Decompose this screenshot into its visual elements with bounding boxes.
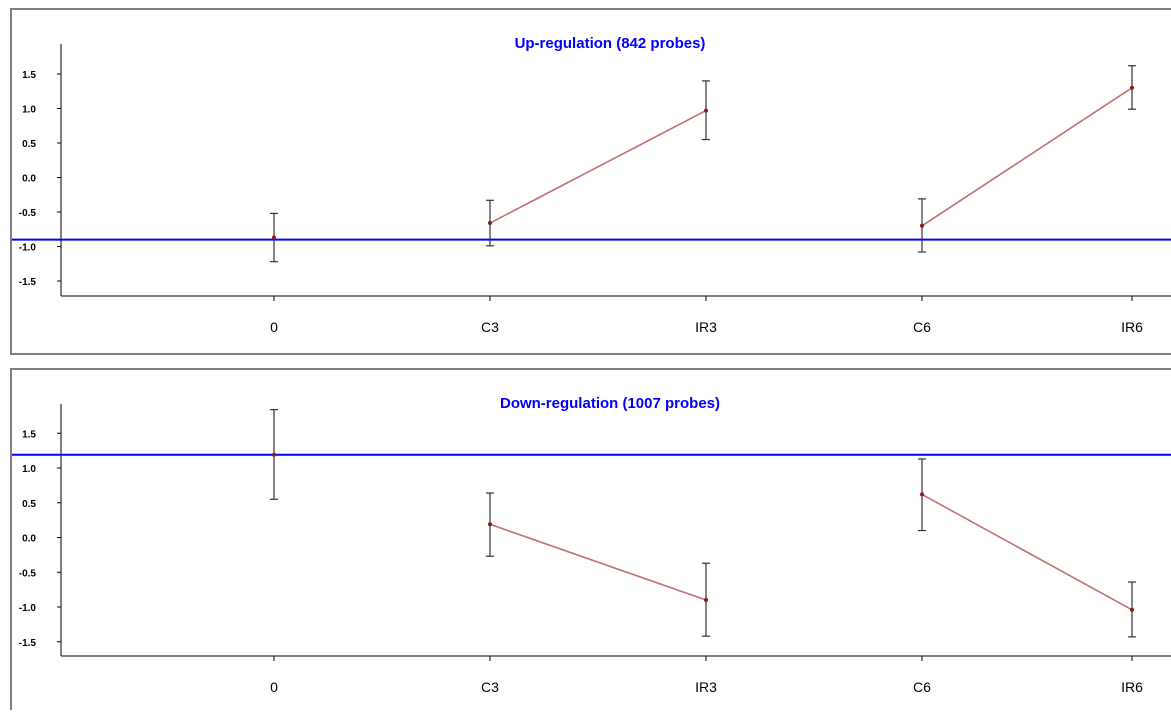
down-x-tick-label: C3	[481, 679, 499, 695]
up-y-tick-label: -1.0	[19, 243, 37, 254]
up-y-tick-label: 0.5	[22, 139, 36, 150]
up-x-tick-label: IR3	[695, 319, 717, 335]
down-ir3-data-point	[704, 598, 708, 603]
down-x-tick-label: IR3	[695, 679, 717, 695]
up-series-line-c3-ir3	[489, 109, 707, 224]
down-regulation-chart: Down-regulation (1007 probes) 1.5 1.0 0.5 0.…	[12, 395, 1171, 695]
up-regulation-panel: Up-regulation (842 probes) 1.5 1.0 0.5 0.0 -0…	[10, 8, 1171, 355]
up-y-tick-label: -1.5	[19, 277, 37, 288]
down-y-tick-label: -1.5	[19, 638, 37, 649]
down-y-tick-label: 0.5	[22, 499, 36, 510]
up-x-tick-label: IR6	[1121, 319, 1143, 335]
down-x-tick-label: C6	[913, 679, 931, 695]
up-ir3-data-point	[704, 108, 708, 113]
up-regulation-chart: Up-regulation (842 probes) 1.5 1.0 0.5 0.0 -0…	[12, 35, 1171, 335]
down-x-tick-label: 0	[270, 679, 278, 695]
up-x-tick-label: C3	[481, 319, 499, 335]
down-c6-data-point	[920, 492, 924, 497]
down-regulation-panel: Down-regulation (1007 probes) 1.5 1.0 0.5 0.…	[10, 368, 1171, 710]
down-x-tick-label: IR6	[1121, 679, 1143, 695]
down-y-tick-label: 1.5	[22, 429, 36, 440]
up-0-data-point	[272, 235, 276, 240]
up-y-tick-label: 1.0	[22, 105, 36, 116]
down-series-line-c6-ir6	[921, 493, 1133, 611]
up-y-tick-label: -0.5	[19, 208, 37, 219]
down-y-tick-label: -0.5	[19, 568, 37, 579]
up-y-tick-label: 1.5	[22, 70, 36, 81]
down-series-line-c3-ir3	[489, 523, 707, 601]
up-series-line-c6-ir6	[921, 87, 1133, 227]
up-x-tick-label: C6	[913, 319, 931, 335]
up-c3-data-point	[488, 221, 492, 226]
down-y-tick-label: 1.0	[22, 464, 36, 475]
up-c6-data-point	[920, 223, 924, 228]
down-chart-title: Down-regulation (1007 probes)	[500, 395, 720, 412]
down-ir6-data-point	[1130, 607, 1134, 612]
down-0-data-point	[272, 452, 276, 457]
down-y-tick-label: -1.0	[19, 603, 37, 614]
up-x-tick-label: 0	[270, 319, 278, 335]
down-c3-data-point	[488, 522, 492, 527]
up-y-tick-label: 0.0	[22, 174, 36, 185]
down-y-tick-label: 0.0	[22, 534, 36, 545]
up-ir6-data-point	[1130, 85, 1134, 90]
up-chart-title: Up-regulation (842 probes)	[515, 35, 706, 52]
